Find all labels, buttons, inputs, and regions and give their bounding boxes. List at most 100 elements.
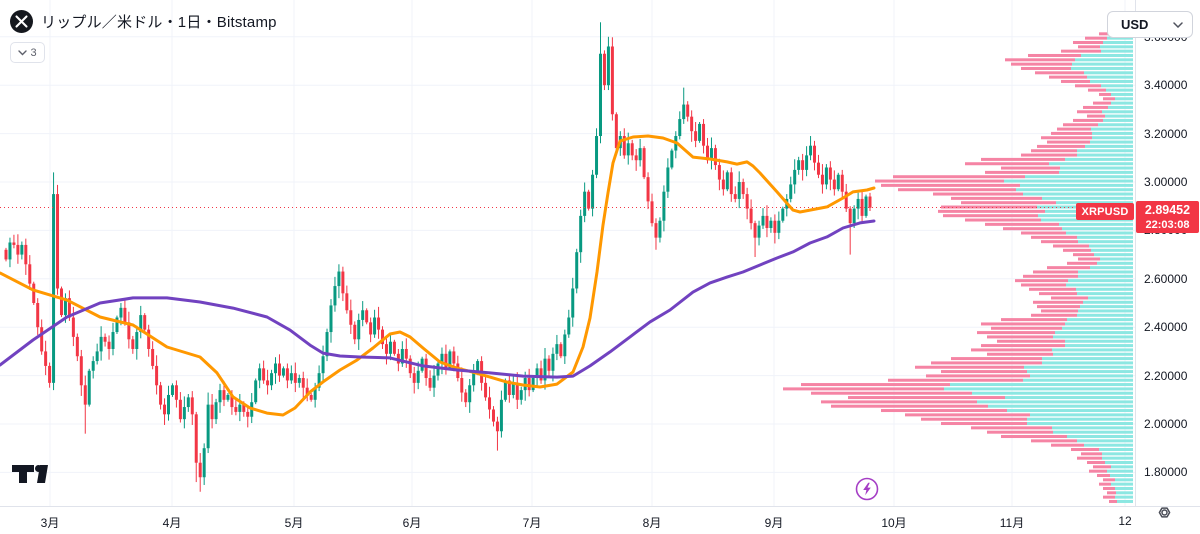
candle-body	[190, 397, 194, 415]
ma-line-purple	[0, 219, 876, 379]
candle-body	[725, 172, 729, 190]
boost-lightning-button[interactable]	[855, 477, 879, 501]
candle-body	[388, 341, 392, 354]
volume-profile-buy-bar	[1075, 58, 1133, 62]
candle-body	[559, 344, 563, 357]
volume-profile-buy-bar	[1115, 495, 1133, 499]
candle-body	[8, 242, 12, 260]
candle-body	[147, 329, 151, 349]
candle-body	[400, 348, 404, 364]
candle-body	[519, 390, 523, 400]
timezone-settings-button[interactable]	[1154, 502, 1175, 523]
candle-body	[840, 174, 844, 192]
volume-profile-buy-bar	[1065, 322, 1133, 326]
volume-profile-buy-bar	[1052, 348, 1133, 352]
candle-body	[28, 264, 32, 284]
volume-profile-buy-bar	[1084, 71, 1133, 75]
candle-body	[539, 368, 543, 381]
time-scale[interactable]: 3月 4月 5月 6月 7月 8月 9月 10月 11月 12	[0, 506, 1200, 534]
volume-profile-sell-bar	[1109, 499, 1117, 503]
volume-profile-sell-bar	[893, 175, 1025, 179]
volume-profile-sell-bar	[1078, 45, 1100, 49]
volume-profile-buy-bar	[1105, 461, 1133, 464]
candle-body	[178, 399, 182, 420]
candle-body	[507, 380, 511, 395]
volume-profile-sell-bar	[1051, 443, 1084, 447]
price-tick-label: 3.40000	[1144, 78, 1188, 93]
candle-body	[166, 394, 170, 415]
volume-profile-buy-bar	[1027, 370, 1133, 374]
candle-body	[741, 182, 745, 195]
volume-profile-buy-bar	[1052, 426, 1133, 430]
candlestick-chart[interactable]	[0, 0, 1135, 506]
volume-profile-buy-bar	[1055, 331, 1133, 335]
volume-profile-sell-bar	[1061, 49, 1101, 53]
candle-body	[793, 169, 797, 185]
candle-body	[761, 215, 765, 226]
volume-profile-buy-bar	[1110, 473, 1133, 477]
candle-body	[503, 380, 507, 400]
candle-body	[226, 394, 230, 400]
candle-body	[864, 196, 868, 216]
volume-profile-sell-bar	[997, 339, 1065, 343]
currency-dropdown[interactable]: USD	[1107, 11, 1193, 38]
volume-profile-sell-bar	[1047, 140, 1090, 144]
volume-profile-buy-bar	[1042, 196, 1133, 200]
candle-body	[246, 411, 250, 417]
candle-body	[254, 380, 258, 403]
candle-body	[753, 223, 757, 238]
volume-profile-buy-bar	[1092, 136, 1133, 140]
price-tick-label: 2.60000	[1144, 271, 1188, 286]
price-scale[interactable]: 3.600003.400003.200003.000002.800002.600…	[1135, 0, 1200, 506]
volume-profile-sell-bar	[951, 196, 1042, 200]
volume-profile-sell-bar	[881, 409, 1007, 413]
volume-profile-sell-bar	[1001, 318, 1067, 322]
volume-profile-sell-bar	[981, 157, 1065, 161]
symbol-title[interactable]: リップル／米ドル・1日・Bitstamp	[41, 14, 277, 31]
candle-body	[305, 387, 309, 395]
volume-profile-sell-bar	[811, 391, 972, 395]
candle-body	[408, 358, 412, 374]
indicators-collapse-button[interactable]: 3	[10, 42, 45, 63]
candle-body	[143, 315, 147, 330]
candle-body	[745, 194, 749, 209]
volume-profile-sell-bar	[1053, 244, 1089, 248]
candle-body	[642, 148, 646, 178]
candle-body	[511, 382, 515, 395]
volume-profile-sell-bar	[1103, 97, 1115, 101]
volume-profile-buy-bar	[1072, 62, 1133, 66]
candle-body	[813, 145, 817, 163]
candle-body	[337, 271, 341, 287]
candle-body	[56, 194, 60, 289]
volume-profile-sell-bar	[1001, 435, 1067, 439]
candle-body	[289, 373, 293, 381]
volume-profile-sell-bar	[801, 383, 950, 387]
candle-body	[460, 378, 464, 393]
volume-profile-sell-bar	[831, 404, 988, 408]
volume-profile-buy-bar	[1097, 261, 1133, 265]
time-tick-label: 6月	[402, 516, 422, 530]
last-price-label: 2.89452 22:03:08	[1136, 201, 1199, 233]
time-tick-label: 9月	[764, 516, 784, 530]
tradingview-logo-icon[interactable]	[12, 462, 48, 491]
volume-profile-buy-bar	[1016, 188, 1133, 192]
candle-body	[499, 399, 503, 432]
chevron-down-icon	[18, 49, 28, 55]
xrp-logo-icon	[10, 10, 33, 33]
time-tick-label: 4月	[162, 516, 182, 530]
volume-profile-buy-bar	[1091, 248, 1133, 252]
candle-body	[713, 148, 717, 166]
volume-profile-buy-bar	[1107, 36, 1133, 40]
candle-body	[381, 329, 385, 345]
volume-profile-buy-bar	[1025, 175, 1133, 179]
volume-profile-buy-bar	[1098, 123, 1133, 127]
volume-profile-sell-bar	[783, 387, 944, 391]
volume-profile-buy-bar	[1077, 235, 1133, 239]
candle-body	[765, 215, 769, 228]
volume-profile-sell-bar	[1103, 486, 1115, 490]
candle-body	[321, 356, 325, 374]
candle-body	[622, 136, 626, 156]
volume-profile-sell-bar	[965, 218, 1041, 222]
volume-profile-buy-bar	[1060, 166, 1133, 170]
candle-body	[638, 148, 642, 161]
